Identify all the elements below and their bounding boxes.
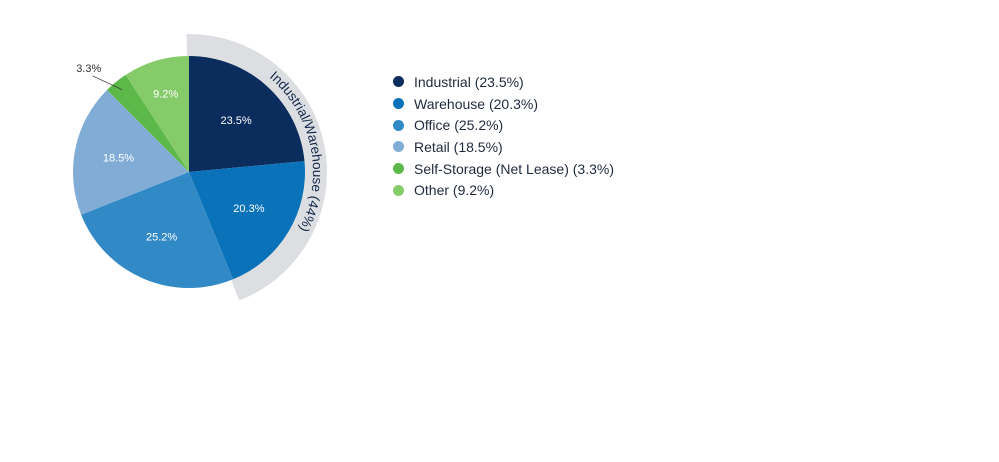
- pie-slice-labels: 23.5% 20.3% 25.2% 18.5% 3.3% 9.2%: [76, 63, 265, 243]
- legend-swatch: [393, 163, 404, 175]
- legend-swatch: [393, 76, 404, 88]
- legend-swatch: [393, 98, 404, 110]
- slice-value-label-other: 9.2%: [153, 88, 178, 100]
- legend-label: Industrial (23.5%): [414, 73, 524, 90]
- slice-value-label-office: 25.2%: [146, 231, 177, 243]
- slice-value-label-retail: 18.5%: [103, 152, 134, 164]
- slice-value-label-warehouse: 20.3%: [233, 203, 264, 215]
- legend-swatch: [393, 119, 404, 131]
- legend-item-other: Other (9.2%): [393, 179, 614, 201]
- pie-slice-self-storage: [106, 74, 189, 172]
- pie-slice-office: [81, 172, 234, 288]
- legend-item-warehouse: Warehouse (20.3%): [393, 93, 614, 115]
- legend-item-office: Office (25.2%): [393, 114, 614, 136]
- legend-label: Retail (18.5%): [414, 138, 503, 155]
- legend-label: Other (9.2%): [414, 182, 495, 199]
- legend-item-self-storage: Self-Storage (Net Lease) (3.3%): [393, 158, 614, 180]
- legend-swatch: [393, 184, 404, 196]
- pie-slices: [73, 56, 305, 288]
- group-arc-band: [186, 34, 328, 301]
- legend-label: Self-Storage (Net Lease) (3.3%): [414, 160, 614, 177]
- legend-swatch: [393, 141, 404, 153]
- legend: Industrial (23.5%) Warehouse (20.3%) Off…: [393, 71, 614, 201]
- legend-item-retail: Retail (18.5%): [393, 136, 614, 158]
- legend-item-industrial: Industrial (23.5%): [393, 71, 614, 93]
- pie-slice-retail: [73, 89, 189, 215]
- pie-slice-industrial: [189, 56, 305, 172]
- slice-value-label-industrial: 23.5%: [221, 115, 252, 127]
- slice-value-label-self-storage: 3.3%: [76, 63, 101, 75]
- legend-label: Office (25.2%): [414, 117, 504, 134]
- legend-label: Warehouse (20.3%): [414, 95, 538, 112]
- pie-slice-other: [125, 56, 189, 172]
- pie-slice-warehouse: [189, 161, 305, 280]
- slice-leader-line: [92, 75, 123, 91]
